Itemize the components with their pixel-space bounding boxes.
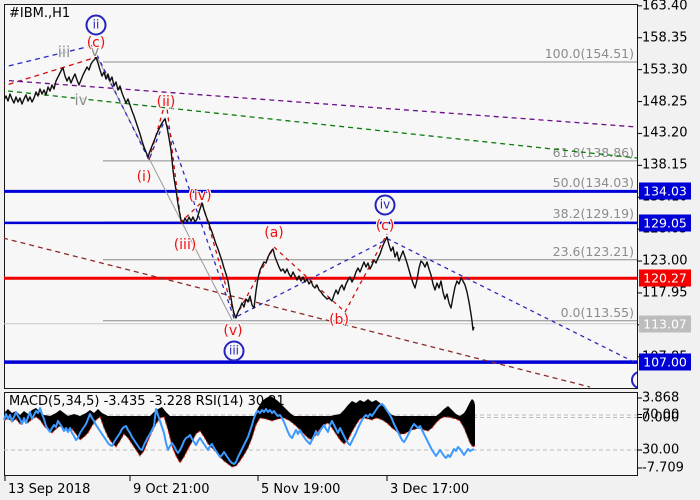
wave-label-iv: iv bbox=[374, 194, 396, 216]
wave-label-iii: (iii) bbox=[173, 237, 197, 253]
price-tick-label: 138.15 bbox=[642, 157, 688, 173]
price-level-badge: 107.00 bbox=[639, 353, 691, 371]
indicator-axis-label: 30.00 bbox=[642, 442, 680, 458]
fib-label: 38.2(129.19) bbox=[552, 205, 634, 221]
main-chart-canvas[interactable] bbox=[4, 4, 638, 389]
time-tick-label: 5 Nov 19:00 bbox=[261, 482, 341, 497]
indicator-axis-label: 70.00 bbox=[642, 407, 680, 422]
wave-label-c: (c) bbox=[375, 218, 395, 234]
price-level-badge: 134.03 bbox=[639, 182, 691, 200]
indicator-axis-label: 0.000 bbox=[642, 410, 680, 425]
fib-label: 0.0(113.55) bbox=[560, 304, 634, 320]
fib-label: 23.6(123.21) bbox=[552, 243, 634, 259]
price-tick-label: 143.20 bbox=[642, 125, 688, 141]
price-tick-label: 123.00 bbox=[642, 253, 688, 269]
wave-label-v: (v) bbox=[223, 323, 243, 339]
time-tick-label: 13 Sep 2018 bbox=[8, 482, 91, 497]
indicator-axis-label: -7.709 bbox=[642, 460, 684, 476]
price-level-badge: 113.07 bbox=[639, 315, 691, 333]
fib-label: 61.8(138.86) bbox=[552, 144, 634, 160]
price-tick-label: 117.95 bbox=[642, 285, 688, 301]
time-tick-label: 3 Dec 17:00 bbox=[390, 482, 470, 497]
indicator-axis-label: 3.868 bbox=[642, 390, 680, 406]
fib-label: 100.0(154.51) bbox=[544, 46, 634, 61]
chart-symbol-title: #IBM.,H1 bbox=[9, 6, 71, 21]
price-tick-label: 148.25 bbox=[642, 94, 688, 110]
price-level-badge: 120.27 bbox=[639, 269, 691, 287]
wave-label-iv: (iv) bbox=[188, 188, 212, 204]
fib-label: 50.0(134.03) bbox=[552, 175, 634, 191]
wave-label-ii: (ii) bbox=[156, 94, 176, 110]
indicator-values-label: MACD(5,34,5) -3.435 -3.228 RSI(14) 30.21 bbox=[9, 394, 285, 409]
wave-label-c: (c) bbox=[86, 35, 106, 51]
price-tick-label: 163.40 bbox=[642, 0, 688, 14]
wave-label-ii: ii bbox=[85, 14, 107, 36]
wave-label-iii: iii bbox=[57, 43, 71, 61]
wave-label-i: (i) bbox=[136, 169, 152, 185]
price-tick-label: 153.30 bbox=[642, 62, 688, 78]
wave-label-a: (a) bbox=[264, 225, 284, 241]
price-level-badge: 129.05 bbox=[639, 214, 691, 232]
wave-label-b: (b) bbox=[329, 312, 349, 328]
wave-label-iii: iii bbox=[223, 340, 245, 362]
time-tick-label: 9 Oct 21:00 bbox=[133, 482, 210, 497]
price-tick-label: 158.35 bbox=[642, 30, 688, 46]
wave-label-iv: iv bbox=[74, 91, 88, 109]
